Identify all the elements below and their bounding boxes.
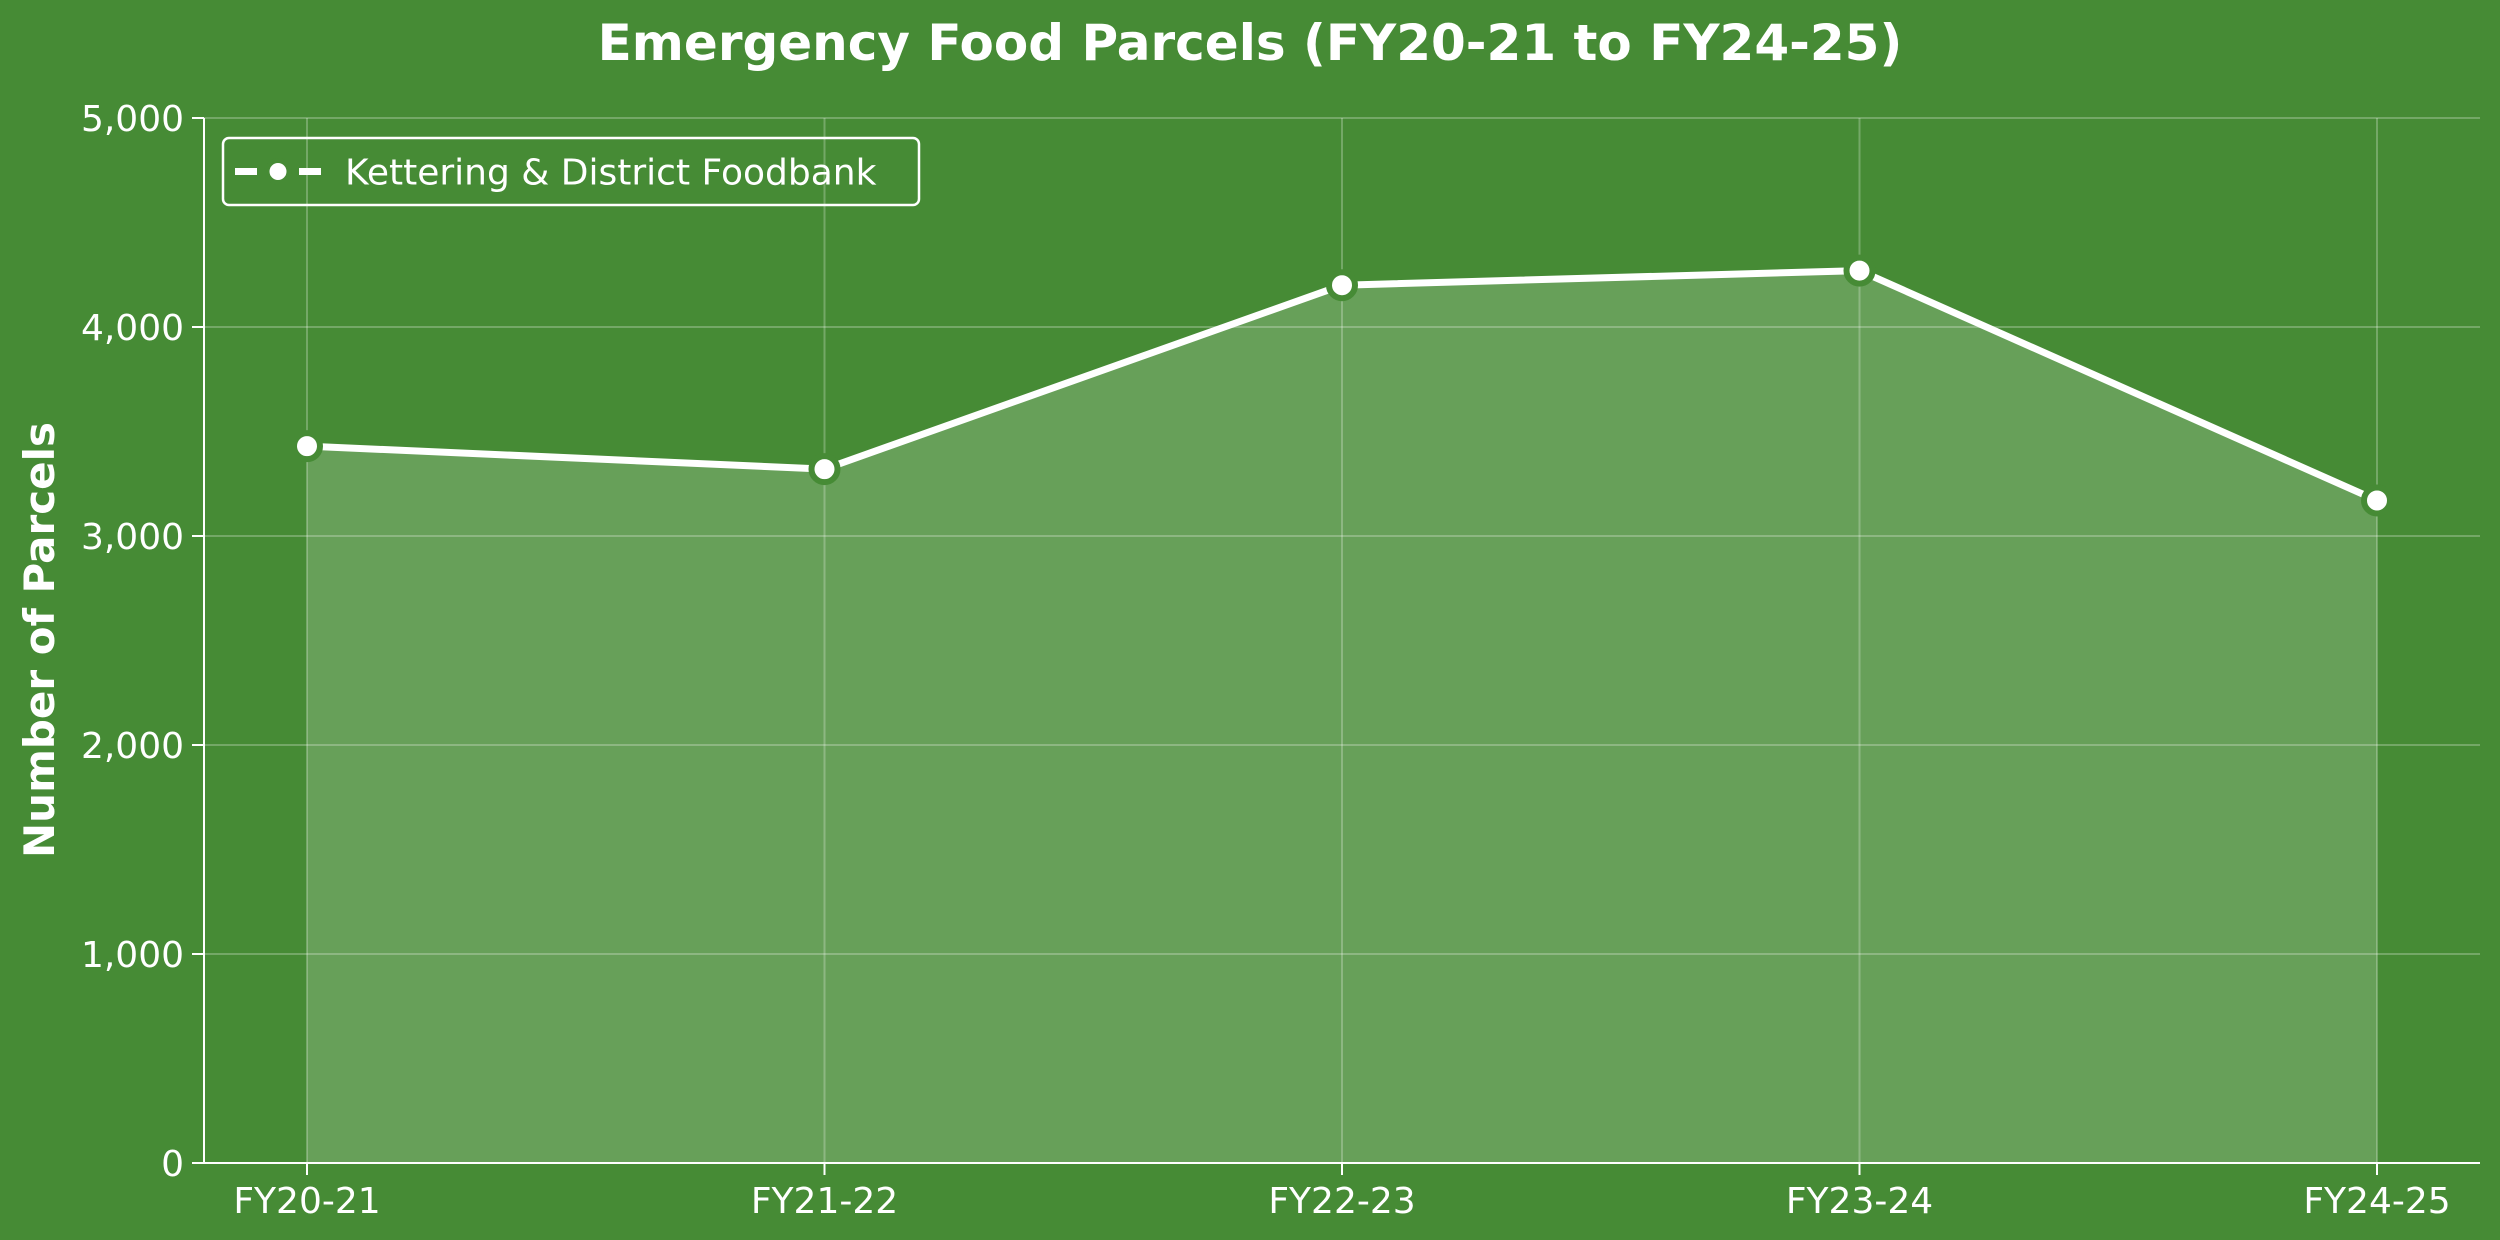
y-tick-label: 5,000 — [81, 99, 184, 140]
y-tick-label: 1,000 — [81, 935, 184, 976]
axes — [192, 117, 2480, 1175]
y-tick-label: 3,000 — [81, 517, 184, 558]
x-tick-label: FY23-24 — [1786, 1181, 1933, 1222]
data-point-marker — [808, 453, 841, 486]
legend-box — [221, 136, 921, 207]
data-point-marker — [2361, 484, 2393, 517]
x-tick-label: FY21-22 — [751, 1181, 898, 1222]
y-tick-label: 4,000 — [81, 308, 184, 349]
data-point-marker — [291, 430, 323, 463]
data-point-marker — [1843, 254, 1876, 287]
grid-lines — [204, 117, 2480, 1163]
data-point-marker — [1326, 269, 1358, 302]
legend-label: Kettering & District Foodbank — [345, 153, 877, 194]
tick-labels: 0 1,000 2,000 3,000 4,000 5,000 FY20-21 FY21-22… — [81, 99, 2451, 1222]
series-area-fill — [307, 270, 2377, 1163]
area-fill-layer — [307, 270, 2377, 1163]
chart-title: Emergency Food Parcels (FY20-21 to FY24-… — [598, 14, 1903, 72]
x-tick-label: FY24-25 — [2303, 1181, 2450, 1222]
legend-marker-swatch — [264, 158, 292, 185]
series-line-layer — [291, 254, 2393, 517]
x-tick-label: FY22-23 — [1268, 1181, 1415, 1222]
legend: Kettering & District Foodbank — [221, 136, 921, 207]
y-tick-label: 2,000 — [81, 726, 184, 767]
x-tick-label: FY20-21 — [233, 1181, 380, 1222]
y-axis-label: Number of Parcels — [15, 422, 64, 858]
y-tick-label: 0 — [161, 1144, 184, 1185]
